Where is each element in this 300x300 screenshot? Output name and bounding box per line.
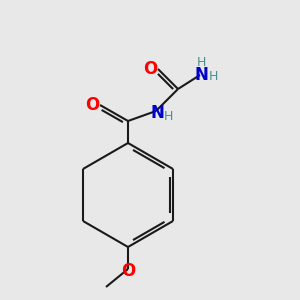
Text: H: H <box>208 70 218 83</box>
Text: H: H <box>196 56 206 68</box>
Text: O: O <box>143 60 157 78</box>
Text: O: O <box>121 262 135 280</box>
Text: N: N <box>150 104 164 122</box>
Text: N: N <box>194 66 208 84</box>
Text: O: O <box>85 96 99 114</box>
Text: H: H <box>163 110 173 122</box>
